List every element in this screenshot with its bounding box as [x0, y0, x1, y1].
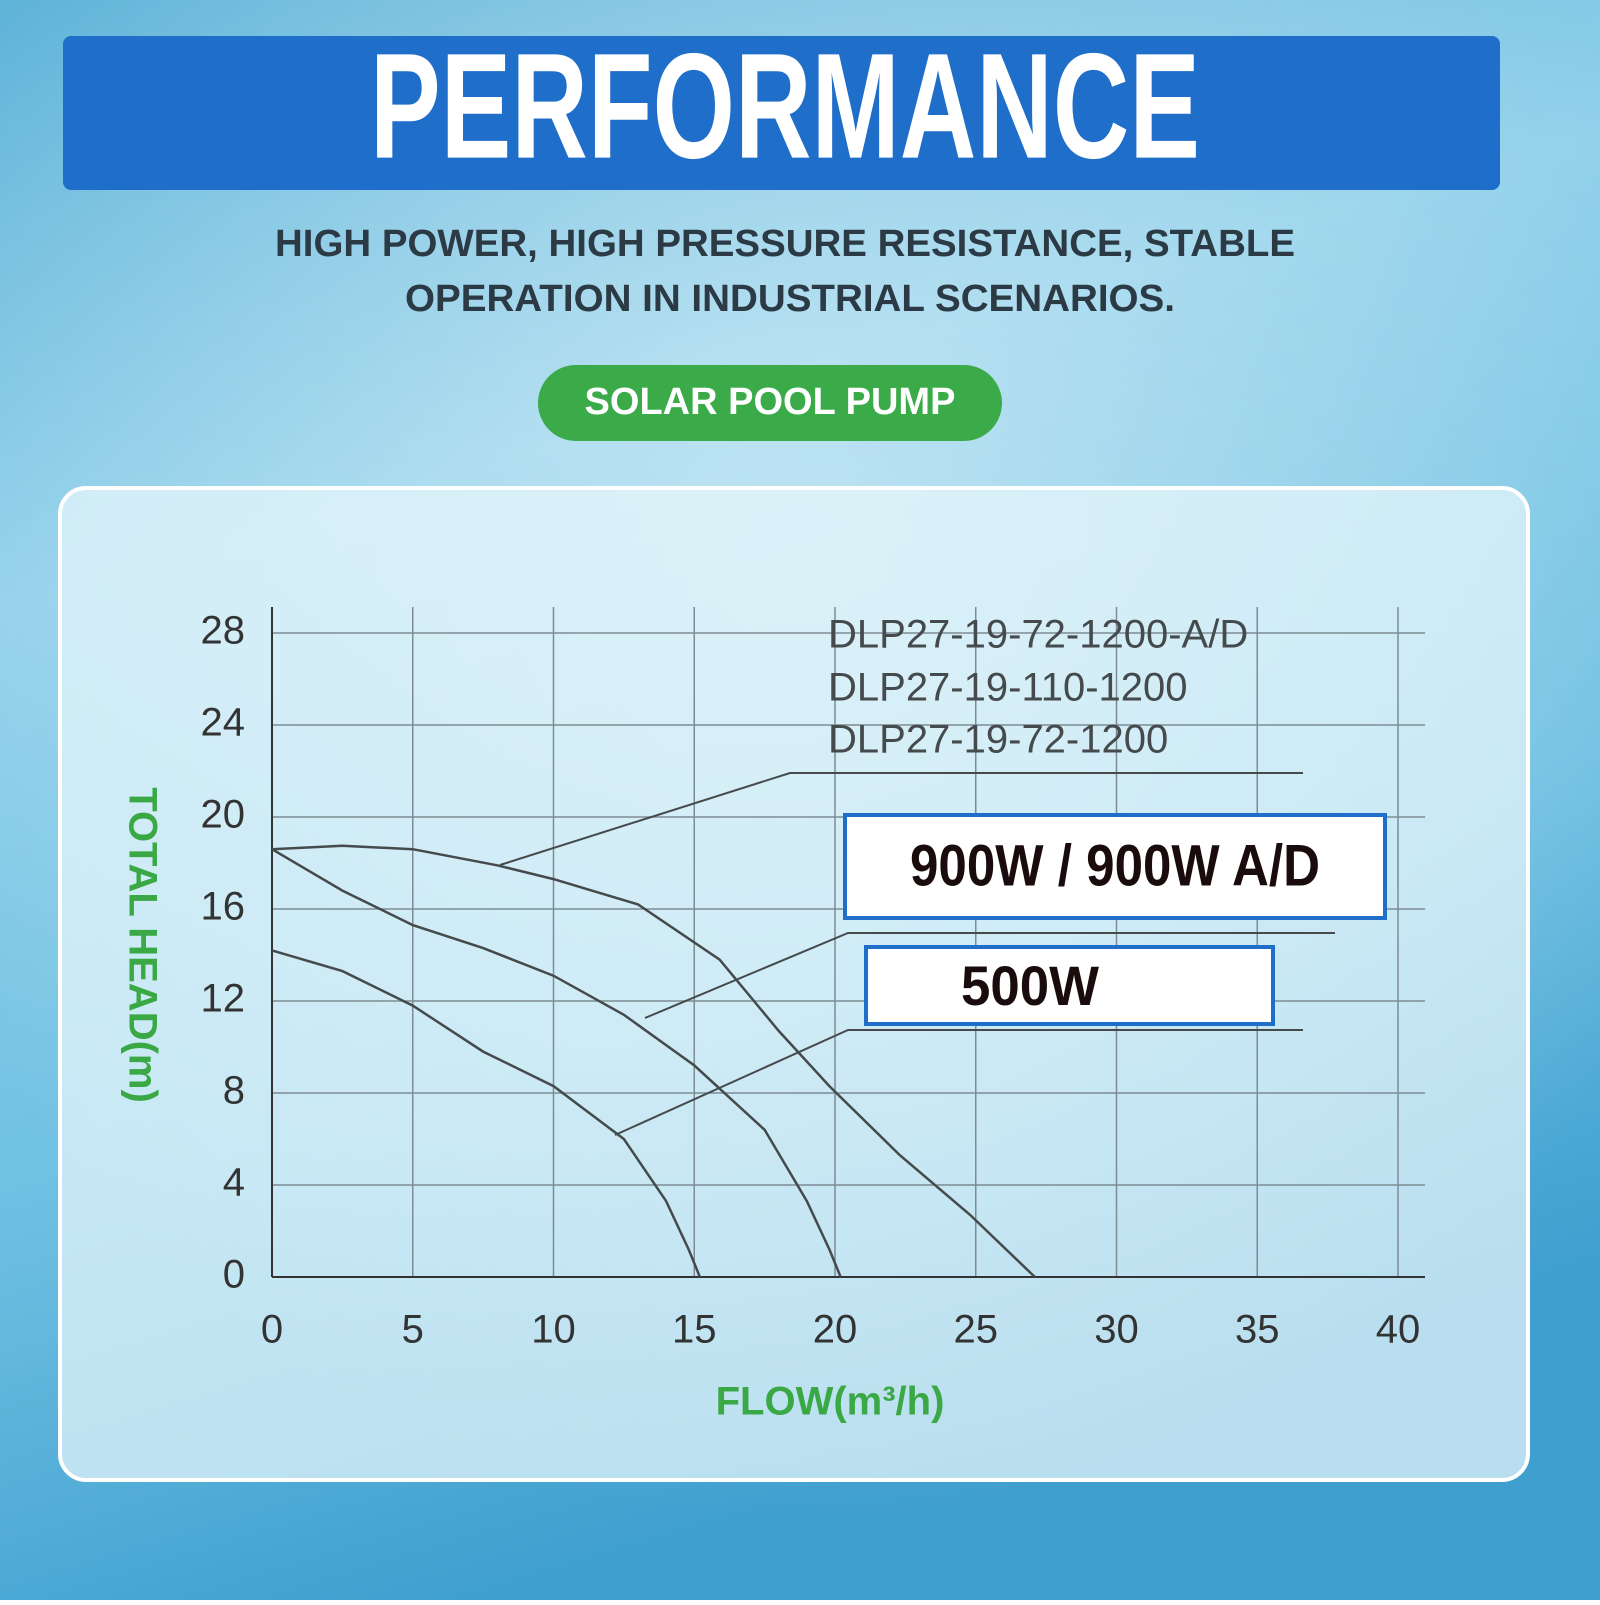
series-label: DLP27-19-72-1200-A/D — [828, 613, 1248, 657]
y-tick-label: 0 — [223, 1253, 245, 1297]
badge — [538, 365, 1002, 441]
series-line — [271, 848, 842, 1278]
y-tick-label: 16 — [201, 885, 246, 929]
x-axis-label: FLOW(m³/h) — [716, 1380, 945, 1424]
title-banner — [63, 36, 1500, 190]
title: PERFORMANCE — [370, 22, 1200, 190]
series-line — [271, 949, 702, 1278]
x-tick-label: 10 — [531, 1308, 576, 1352]
y-tick-label: 24 — [201, 701, 246, 745]
x-tick-label: 40 — [1376, 1308, 1421, 1352]
y-tick-label: 8 — [223, 1069, 245, 1113]
annotation-box — [843, 813, 1387, 920]
chart-panel — [58, 486, 1530, 1482]
leader-line — [644, 932, 1335, 1019]
leader-line — [614, 1029, 1303, 1136]
series-label: DLP27-19-72-1200 — [828, 718, 1168, 762]
y-tick-label: 20 — [201, 793, 246, 837]
leader-line — [499, 772, 1303, 866]
series-label: DLP27-19-110-1200 — [828, 666, 1188, 710]
x-tick-label: 15 — [672, 1308, 717, 1352]
subtitle-line: OPERATION IN INDUSTRIAL SCENARIOS. — [405, 278, 1175, 320]
annotation: 900W / 900W A/D — [910, 833, 1320, 898]
x-tick-label: 5 — [402, 1308, 424, 1352]
x-tick-label: 20 — [813, 1308, 858, 1352]
x-tick-label: 35 — [1235, 1308, 1280, 1352]
y-tick-label: 28 — [201, 609, 246, 653]
x-tick-label: 30 — [1094, 1308, 1139, 1352]
annotation-box — [864, 945, 1275, 1026]
y-tick-label: 12 — [201, 977, 246, 1021]
series-line — [271, 844, 1036, 1278]
x-tick-label: 25 — [954, 1308, 999, 1352]
y-axis-label: TOTAL HEAD(m) — [120, 787, 164, 1103]
badge-text: SOLAR POOL PUMP — [585, 381, 956, 423]
x-tick-label: 0 — [261, 1308, 283, 1352]
y-tick-label: 4 — [223, 1161, 245, 1205]
annotation: 500W — [961, 954, 1099, 1017]
subtitle-line: HIGH POWER, HIGH PRESSURE RESISTANCE, ST… — [275, 223, 1295, 265]
